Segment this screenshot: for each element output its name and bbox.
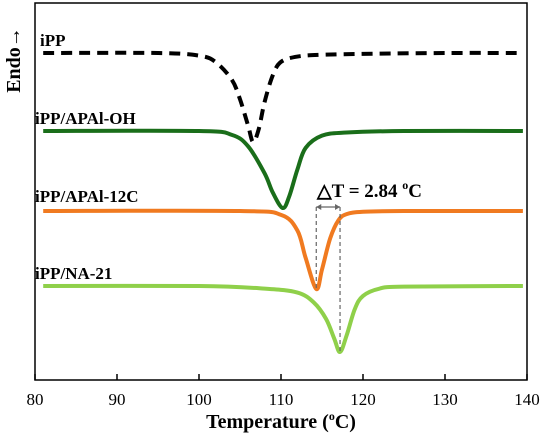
series-label: iPP/NA-21 bbox=[35, 264, 112, 283]
series-label: iPP/APAl-12C bbox=[35, 187, 139, 206]
x-ticks: 80 90 100 110 120 130 140 bbox=[27, 374, 540, 409]
delta-t-annotation: △T = 2.84 oC bbox=[316, 178, 422, 202]
arrow-head bbox=[316, 204, 322, 210]
x-tick-label: 120 bbox=[350, 390, 376, 409]
series-label: iPP/APAl-OH bbox=[35, 109, 136, 128]
y-axis-title: Endo→ bbox=[3, 27, 25, 93]
series-line bbox=[43, 283, 523, 354]
series-label: iPP bbox=[40, 31, 66, 50]
curves bbox=[43, 50, 523, 354]
series-line bbox=[43, 128, 523, 210]
series-line bbox=[43, 50, 523, 144]
delta-t-guides bbox=[315, 204, 341, 352]
x-tick-label: 130 bbox=[432, 390, 458, 409]
arrow-head bbox=[335, 204, 341, 210]
series-labels: iPP iPP/APAl-OH iPP/APAl-12C iPP/NA-21 bbox=[35, 31, 139, 283]
x-tick-label: 110 bbox=[269, 390, 294, 409]
x-tick-label: 80 bbox=[27, 390, 44, 409]
x-axis-title: Temperature (oC) bbox=[206, 409, 356, 433]
x-tick-label: 100 bbox=[186, 390, 212, 409]
x-tick-label: 90 bbox=[109, 390, 126, 409]
x-tick-label: 140 bbox=[514, 390, 540, 409]
series-line bbox=[43, 208, 523, 292]
